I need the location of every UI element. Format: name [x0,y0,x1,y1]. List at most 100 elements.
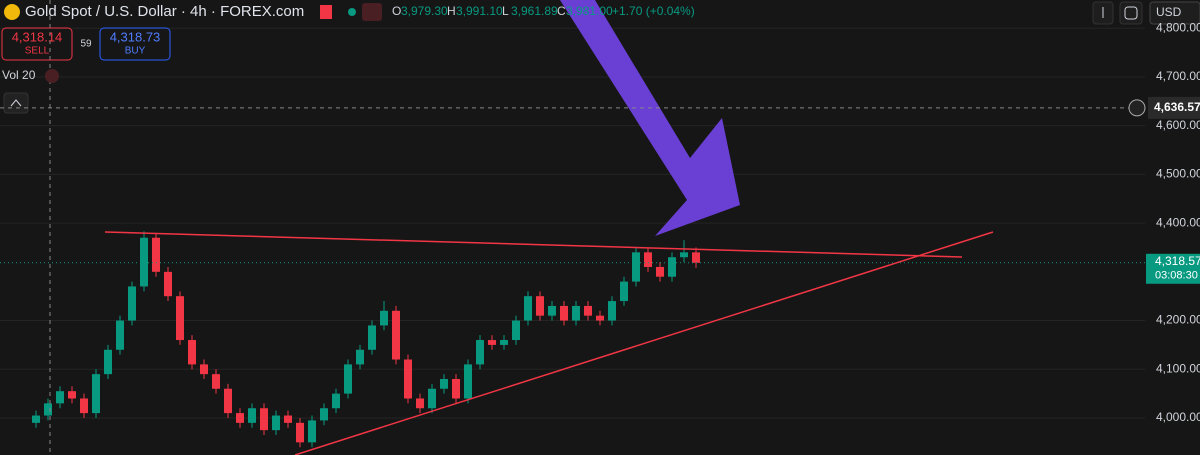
candle-body [488,340,496,345]
currency[interactable]: USD [1156,5,1182,19]
candle-body [620,281,628,302]
ohlc-key: H [447,4,456,18]
candle-body [632,252,640,282]
candle-body [680,252,688,258]
candle-body [188,340,196,365]
candle-body [560,305,568,321]
change: +1.70 (+0.04%) [612,4,695,18]
collapse-button[interactable] [3,92,29,114]
candle-body [152,237,160,272]
candle-body [140,237,148,287]
status-icon[interactable] [362,3,382,21]
candle-body [68,391,76,399]
candle-body [368,325,376,350]
candle-body [644,252,652,267]
candle-body [416,398,424,409]
y-tick-label: 4,400.00 [1156,215,1200,229]
y-tick-label: 4,800.00 [1156,20,1200,34]
ohlc-key: L [502,4,509,18]
candle-body [80,398,88,414]
y-tick-label: 4,000.00 [1156,410,1200,424]
plot-area [0,27,1145,448]
volume-label: Vol 20 [2,68,36,82]
symbol-icon [4,4,20,20]
candle-body [356,349,364,365]
ohlc-key: O [392,4,401,18]
candle-body [332,393,340,409]
y-tick-label: 4,700.00 [1156,69,1200,83]
sell-label[interactable]: SELL [25,46,50,57]
add-alert-button[interactable] [1128,99,1146,117]
support-trendline [294,231,994,455]
ohlc-value: 3,991.10 [456,4,503,18]
symbol-title: Gold Spot / U.S. Dollar · 4h · FOREX.com [25,3,304,20]
candle-body [104,349,112,375]
candle-body [32,415,40,423]
candle-body [284,415,292,423]
candle-body [92,374,100,414]
refresh-icon [1124,6,1138,20]
currency-box[interactable] [1149,1,1200,25]
candle-body [656,266,664,277]
candle-body [464,364,472,399]
refresh-button[interactable] [1119,1,1143,25]
candle-body [176,296,184,341]
candle-body [236,413,244,423]
collapse-icon [10,99,22,107]
buy-label[interactable]: BUY [125,46,146,57]
candle-body [440,379,448,389]
candle-body [56,391,64,404]
volume-warning[interactable] [45,69,59,83]
candle-body [692,252,700,263]
candle-body [668,257,676,277]
candle-body [224,388,232,414]
crosshair-label: 4,636.57 [1154,100,1200,114]
candle-body [584,305,592,316]
buy-button[interactable] [99,27,171,61]
ohlc: O 3,979.30 H 3,991.10 L 3,961.89 C 3,981.00 [392,4,613,18]
candle-body [212,374,220,389]
y-tick-label: 4,500.00 [1156,167,1200,181]
countdown: 03:08:30 [1155,270,1198,282]
arrow [560,0,740,236]
ohlc-key: C [557,4,566,18]
candle-body [572,305,580,321]
resistance-trendline [104,231,963,258]
candle-body [392,310,400,360]
candle-body [476,340,484,365]
candle-body [344,364,352,394]
ohlc-value: 3,979.30 [401,4,448,18]
candle-body [248,408,256,423]
candle-body [428,388,436,409]
buy-price[interactable]: 4,318.73 [110,29,161,44]
candle-body [548,305,556,316]
candle-body [200,364,208,375]
candle-body [128,286,136,321]
sell-button[interactable] [1,27,73,61]
candle-body [404,359,412,399]
y-tick-label: 4,100.00 [1156,361,1200,375]
crosshair-label-box [1148,96,1200,119]
ohlc-value: 3,961.89 [511,4,558,18]
last-price-label: 4,318.57 [1155,254,1200,268]
candle-body [296,422,304,443]
price-axis [1145,0,1200,455]
candle-body [320,408,328,421]
candle-body [512,320,520,341]
y-tick-label: 4,200.00 [1156,313,1200,327]
candle-body [272,415,280,431]
candle-body [380,310,388,326]
flag-icon[interactable] [320,5,332,19]
candle-body [452,379,460,399]
candle-body [596,315,604,321]
candle-body [536,296,544,316]
candle-body [524,296,532,321]
candle-body [44,403,52,416]
candle-body [500,340,508,345]
sell-price[interactable]: 4,318.14 [12,29,63,44]
y-tick-label: 4,600.00 [1156,118,1200,132]
candle-body [608,301,616,321]
